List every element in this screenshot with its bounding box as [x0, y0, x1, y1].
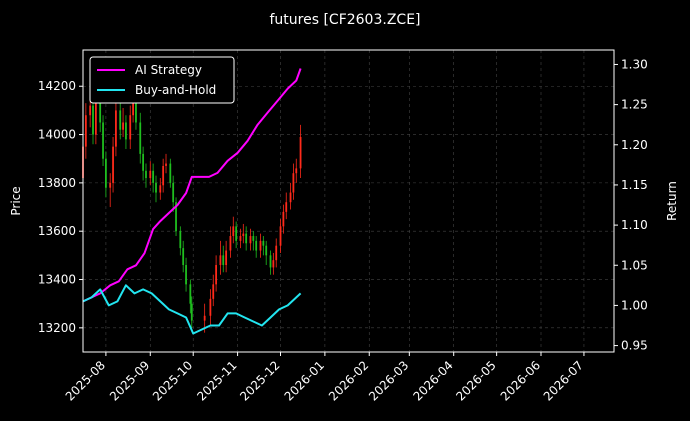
candle-body	[162, 165, 165, 186]
candle-body	[125, 122, 127, 140]
y-axis-right-title: Return	[665, 181, 679, 221]
y-right-tick-label: 1.10	[621, 218, 648, 232]
legend-label-buy-and-hold: Buy-and-Hold	[135, 83, 216, 97]
y-left-tick-label: 13400	[38, 273, 76, 287]
y-axis-right: 0.95 1.00 1.05 1.10 1.15 1.20 1.25 1.30	[614, 57, 648, 353]
candle-body	[94, 98, 97, 135]
candle-body	[222, 255, 225, 266]
candle-body	[84, 115, 87, 147]
candle-body	[122, 122, 124, 130]
candle-body	[299, 136, 302, 169]
y-right-tick-label: 1.25	[621, 98, 648, 112]
candle-body	[272, 260, 275, 268]
candle-body	[185, 265, 187, 285]
candle-body	[145, 170, 147, 179]
candle-body	[175, 202, 177, 232]
y-left-tick-label: 13600	[38, 224, 76, 238]
y-right-tick-label: 1.05	[621, 258, 648, 272]
candle-body	[155, 182, 157, 193]
candle-body	[99, 98, 102, 123]
candle-body	[105, 158, 107, 188]
candle-body	[212, 284, 215, 299]
candle-body	[232, 226, 235, 237]
y-right-tick-label: 1.00	[621, 298, 648, 312]
candle-body	[139, 122, 142, 154]
y-right-tick-label: 1.30	[621, 57, 648, 71]
y-right-tick-label: 1.15	[621, 178, 648, 192]
y-left-tick-label: 13800	[38, 176, 76, 190]
legend-box	[89, 56, 235, 104]
candle-body	[215, 265, 218, 285]
candle-body	[229, 236, 232, 251]
candle-body	[169, 163, 172, 183]
y-left-tick-label: 14000	[38, 128, 76, 142]
candle-body	[203, 315, 206, 321]
legend: AI Strategy Buy-and-Hold	[89, 56, 235, 104]
candle-body	[112, 146, 114, 183]
candle-body	[265, 245, 268, 256]
y-axis-left-title: Price	[9, 186, 23, 215]
plot-frame	[82, 49, 615, 353]
candle-body	[182, 248, 185, 266]
candle-body	[259, 240, 262, 251]
candle-body	[149, 170, 152, 179]
chart-title: futures [CF2603.ZCE]	[269, 12, 420, 28]
line-series	[82, 68, 302, 335]
candle-body	[295, 168, 298, 174]
y-left-tick-label: 13200	[38, 321, 76, 335]
candle-body	[249, 236, 252, 244]
candle-body	[135, 98, 137, 123]
candle-body	[282, 211, 285, 227]
candle-body	[172, 182, 175, 203]
series-line-buy-and-hold	[82, 284, 302, 335]
candle-body	[165, 163, 167, 166]
candle-body	[92, 105, 94, 135]
y-right-tick-label: 1.20	[621, 138, 648, 152]
candle-body	[219, 255, 222, 266]
candle-body	[255, 240, 258, 251]
candle-body	[252, 236, 255, 241]
candle-body	[119, 110, 122, 130]
candle-body	[292, 173, 295, 193]
candle-body	[129, 115, 132, 140]
y-right-tick-label: 0.95	[621, 339, 648, 353]
candle-body	[275, 245, 278, 261]
candle-body	[132, 98, 134, 116]
candle-body	[279, 226, 282, 246]
candle-body	[152, 170, 155, 183]
candle-body	[289, 192, 292, 203]
candle-body	[285, 202, 288, 212]
candle-body	[102, 122, 104, 159]
candle-body	[242, 233, 245, 237]
candle-body	[159, 185, 162, 193]
candle-body	[179, 231, 182, 249]
y-left-tick-label: 14200	[38, 79, 76, 93]
series-line-ai-strategy	[82, 68, 302, 303]
candle-body	[89, 105, 92, 116]
candle-body	[262, 240, 265, 246]
candle-body	[189, 284, 192, 304]
candle-body	[109, 182, 112, 188]
candle-body	[235, 226, 238, 241]
candle-body	[190, 303, 193, 321]
legend-label-ai-strategy: AI Strategy	[135, 63, 202, 77]
y-axis-left: 13200 13400 13600 13800 14000 14200	[38, 79, 83, 335]
candle-body	[142, 153, 145, 171]
candle-body	[209, 298, 212, 316]
candle-body	[225, 250, 228, 266]
candle-body	[245, 233, 248, 244]
candle-body	[239, 236, 242, 241]
candle-body	[269, 255, 272, 268]
candle-body	[115, 110, 117, 147]
